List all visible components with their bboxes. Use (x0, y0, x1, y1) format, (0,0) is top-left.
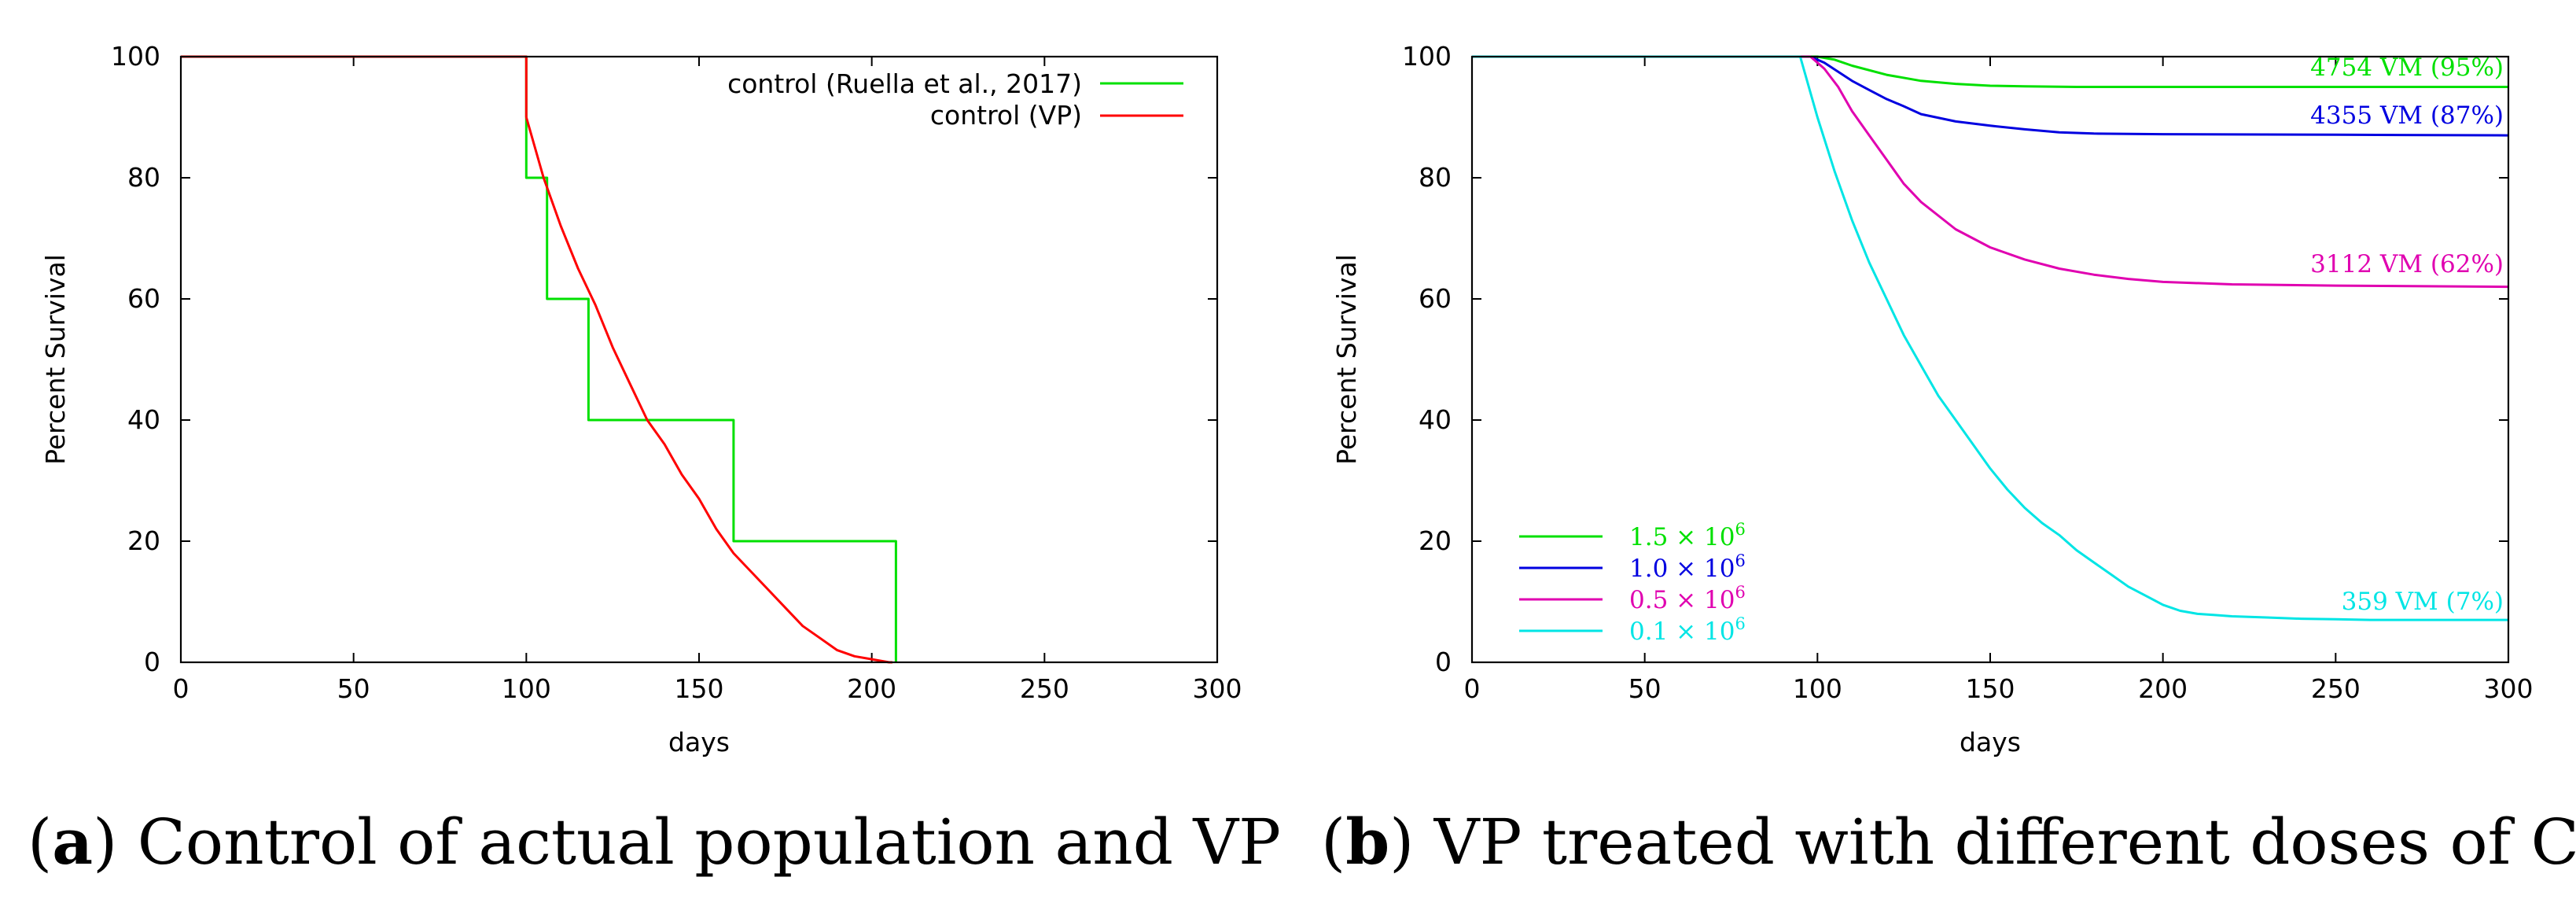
panel-b-xtick-label-2: 100 (1793, 673, 1842, 704)
legend-b-base-3: × 10 (1676, 617, 1735, 646)
panel-b-xtick-label-0: 0 (1464, 673, 1481, 704)
legend-a-label-1: control (VP) (930, 100, 1082, 131)
panel-b-ytick-label-5: 100 (1402, 41, 1452, 72)
panel-b-xtick-label-5: 250 (2311, 673, 2361, 704)
panel-b-series-1 (1472, 55, 2509, 137)
legend-b-mantissa-0: 1.5 (1629, 523, 1668, 551)
legend-a-label-0: control (Ruella et al., 2017) (727, 68, 1082, 99)
panel-a-ticks: 0 50 100 150 200 250 300 0 20 40 60 80 100 (111, 41, 1242, 704)
panel-a-series-1 (181, 55, 892, 664)
legend-b-exp-3: 6 (1735, 614, 1745, 633)
panel-a-ytick-label-0: 0 (144, 647, 160, 677)
panel-b-ticks: 0 50 100 150 200 250 300 0 20 40 60 80 100 (1402, 41, 2534, 704)
panel-b-xlabel: days (1960, 727, 2021, 757)
legend-b-label-0: 1.5 × 106 (1629, 520, 1746, 551)
panel-a: 0 50 100 150 200 250 300 0 20 40 60 80 100 days Perc… (28, 41, 1281, 879)
panel-a-series (181, 55, 897, 664)
panel-b-xtick-label-4: 200 (2138, 673, 2188, 704)
panel-b-xtick-label-6: 300 (2484, 673, 2534, 704)
panel-a-ytick-label-1: 20 (127, 525, 160, 556)
panel-a-xtick-label-3: 150 (675, 673, 724, 704)
panel-b-frame (1470, 55, 2510, 664)
panel-a-ytick-label-3: 60 (127, 283, 160, 314)
legend-b-mantissa-1: 1.0 (1629, 555, 1668, 583)
legend-b-exp-0: 6 (1735, 520, 1745, 539)
caption-a-label: a (52, 805, 93, 879)
panel-a-xtick-label-5: 250 (1020, 673, 1069, 704)
panel-b-ytick-label-1: 20 (1419, 525, 1452, 556)
panel-b-ytick-label-4: 80 (1419, 162, 1452, 193)
caption-a: (a) Control of actual population and VP (28, 805, 1281, 879)
panel-b-ytick-label-0: 0 (1435, 647, 1452, 677)
panel-a-xlabel: days (668, 727, 730, 757)
panel-a-xtick-label-1: 50 (337, 673, 370, 704)
panel-b-ytick-label-2: 40 (1419, 404, 1452, 435)
legend-b-label-3: 0.1 × 106 (1629, 614, 1746, 646)
caption-b-text: VP treated with different doses of CAR-T (1433, 805, 2576, 879)
panel-a-legend: control (Ruella et al., 2017) control (V… (727, 68, 1183, 131)
legend-b-base-0: × 10 (1676, 523, 1735, 551)
annotation-b-2: 3112 VM (62%) (2310, 250, 2504, 278)
caption-b: (b) VP treated with different doses of C… (1321, 805, 2576, 879)
annotation-b-3: 359 VM (7%) (2342, 588, 2504, 616)
panel-a-ylabel: Percent Survival (40, 254, 71, 465)
legend-b-mantissa-3: 0.1 (1629, 617, 1668, 646)
legend-b-exp-2: 6 (1735, 583, 1745, 602)
caption-a-text: Control of actual population and VP (138, 805, 1281, 879)
legend-b-exp-1: 6 (1735, 551, 1745, 570)
legend-b-label-1: 1.0 × 106 (1629, 551, 1746, 583)
legend-b-base-1: × 10 (1676, 555, 1735, 583)
legend-b-label-2: 0.5 × 106 (1629, 583, 1746, 614)
panel-a-xtick-label-0: 0 (173, 673, 190, 704)
panel-b-ylabel: Percent Survival (1331, 254, 1362, 465)
legend-b-mantissa-2: 0.5 (1629, 586, 1668, 614)
panel-b-series (1472, 55, 2509, 621)
panel-a-series-0 (181, 55, 897, 662)
panel-b: 0 50 100 150 200 250 300 0 20 40 60 80 100 days Perc… (1321, 41, 2576, 879)
panel-b-xtick-label-1: 50 (1628, 673, 1662, 704)
panel-b-series-3 (1472, 55, 2508, 621)
panel-b-ytick-label-3: 60 (1419, 283, 1452, 314)
panel-a-xtick-label-2: 100 (502, 673, 551, 704)
annotation-b-0: 4754 VM (95%) (2310, 53, 2504, 82)
annotation-b-1: 4355 VM (87%) (2310, 101, 2504, 130)
caption-b-label: b (1345, 805, 1389, 879)
legend-b-base-2: × 10 (1676, 586, 1735, 614)
panel-b-annotations: 4754 VM (95%) 4355 VM (87%) 3112 VM (62%… (2310, 53, 2504, 616)
panel-a-xtick-label-4: 200 (847, 673, 896, 704)
panel-a-ytick-label-5: 100 (111, 41, 160, 72)
panel-b-series-2 (1472, 55, 2509, 289)
panel-a-ytick-label-2: 40 (127, 404, 160, 435)
panel-b-xtick-label-3: 150 (1966, 673, 2015, 704)
panel-a-frame (179, 55, 1219, 664)
panel-a-ytick-label-4: 80 (127, 162, 160, 193)
panel-a-xtick-label-6: 300 (1193, 673, 1242, 704)
panel-b-legend: 1.5 × 106 1.0 × 106 0.5 × 106 0.1 × 106 (1519, 520, 1746, 646)
